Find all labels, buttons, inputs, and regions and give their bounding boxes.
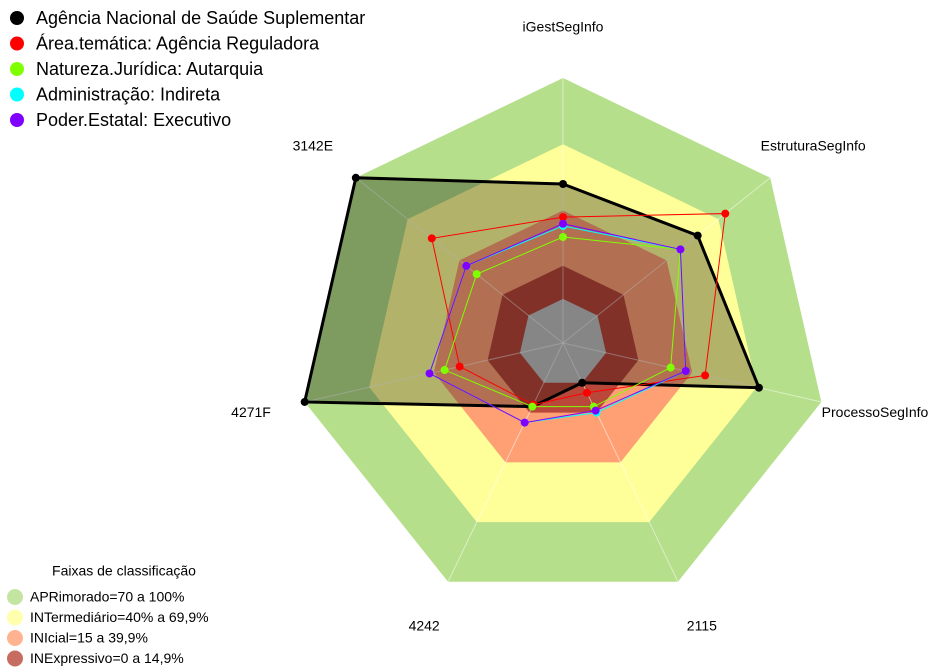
point: [582, 388, 591, 397]
axis-label: EstruturaSegInfo: [761, 137, 866, 153]
spoke: [562, 177, 771, 344]
point: [559, 180, 567, 188]
legend-swatch: [10, 62, 24, 76]
series-line: [431, 213, 726, 406]
point: [300, 397, 309, 406]
series-line: [428, 223, 687, 424]
point: [666, 363, 675, 372]
legend-swatch: [10, 87, 24, 102]
point: [559, 213, 567, 222]
labels: iGestSegInfo EstruturaSegInfo ProcessoSegI…: [7, 8, 928, 667]
band-label: APRimorado=70 a 100%: [30, 589, 185, 605]
point: [559, 219, 567, 228]
point: [591, 406, 600, 415]
band-label: INIcial=15 a 39,9%: [30, 630, 148, 646]
band-label: INExpressivo=0 a 14,9%: [30, 650, 184, 666]
axis-label: ProcessoSegInfo: [822, 404, 929, 420]
point: [520, 418, 529, 427]
point: [721, 209, 730, 218]
point: [425, 369, 434, 378]
axis-label: 2115: [687, 618, 717, 634]
band-swatch: [7, 650, 23, 667]
point: [681, 367, 690, 376]
band-label: INTermediário=40% a 69,9%: [30, 609, 209, 625]
series-line: [443, 236, 681, 408]
bands-title: Faixas de classificação: [52, 563, 196, 579]
legend-swatch: [10, 11, 24, 25]
legend-swatch: [10, 113, 24, 127]
spoke: [447, 342, 564, 582]
point: [455, 362, 464, 371]
band-swatch: [7, 630, 23, 646]
series: [300, 173, 763, 427]
axis-label: 4271F: [231, 404, 271, 420]
legend-swatch: [10, 36, 24, 51]
point: [754, 383, 763, 392]
axis-label: 3142E: [293, 137, 333, 153]
band-swatch: [7, 589, 23, 605]
point: [559, 233, 567, 241]
point: [351, 173, 360, 182]
legend-label: Agência Nacional de Saúde Suplementar: [36, 8, 365, 28]
axis-label: iGestSegInfo: [523, 19, 604, 35]
spoke: [355, 177, 564, 344]
series-line: [302, 176, 762, 409]
spokes: [304, 78, 822, 582]
point: [440, 366, 449, 375]
point: [701, 371, 710, 380]
point: [693, 231, 702, 240]
point: [528, 402, 537, 411]
point: [427, 234, 436, 243]
legend-label: Natureza.Jurídica: Autarquia: [36, 59, 264, 79]
legend-label: Administração: Indireta: [36, 84, 221, 104]
legend-label: Poder.Estatal: Executivo: [36, 110, 231, 130]
point: [578, 378, 587, 387]
band-swatch: [7, 609, 23, 626]
spoke: [304, 342, 564, 403]
point: [676, 245, 685, 254]
point: [472, 270, 481, 279]
legend-label: Área.temática: Agência Reguladora: [36, 33, 320, 53]
point: [462, 261, 471, 270]
spoke: [562, 342, 822, 403]
axis-label: 4242: [409, 618, 440, 634]
